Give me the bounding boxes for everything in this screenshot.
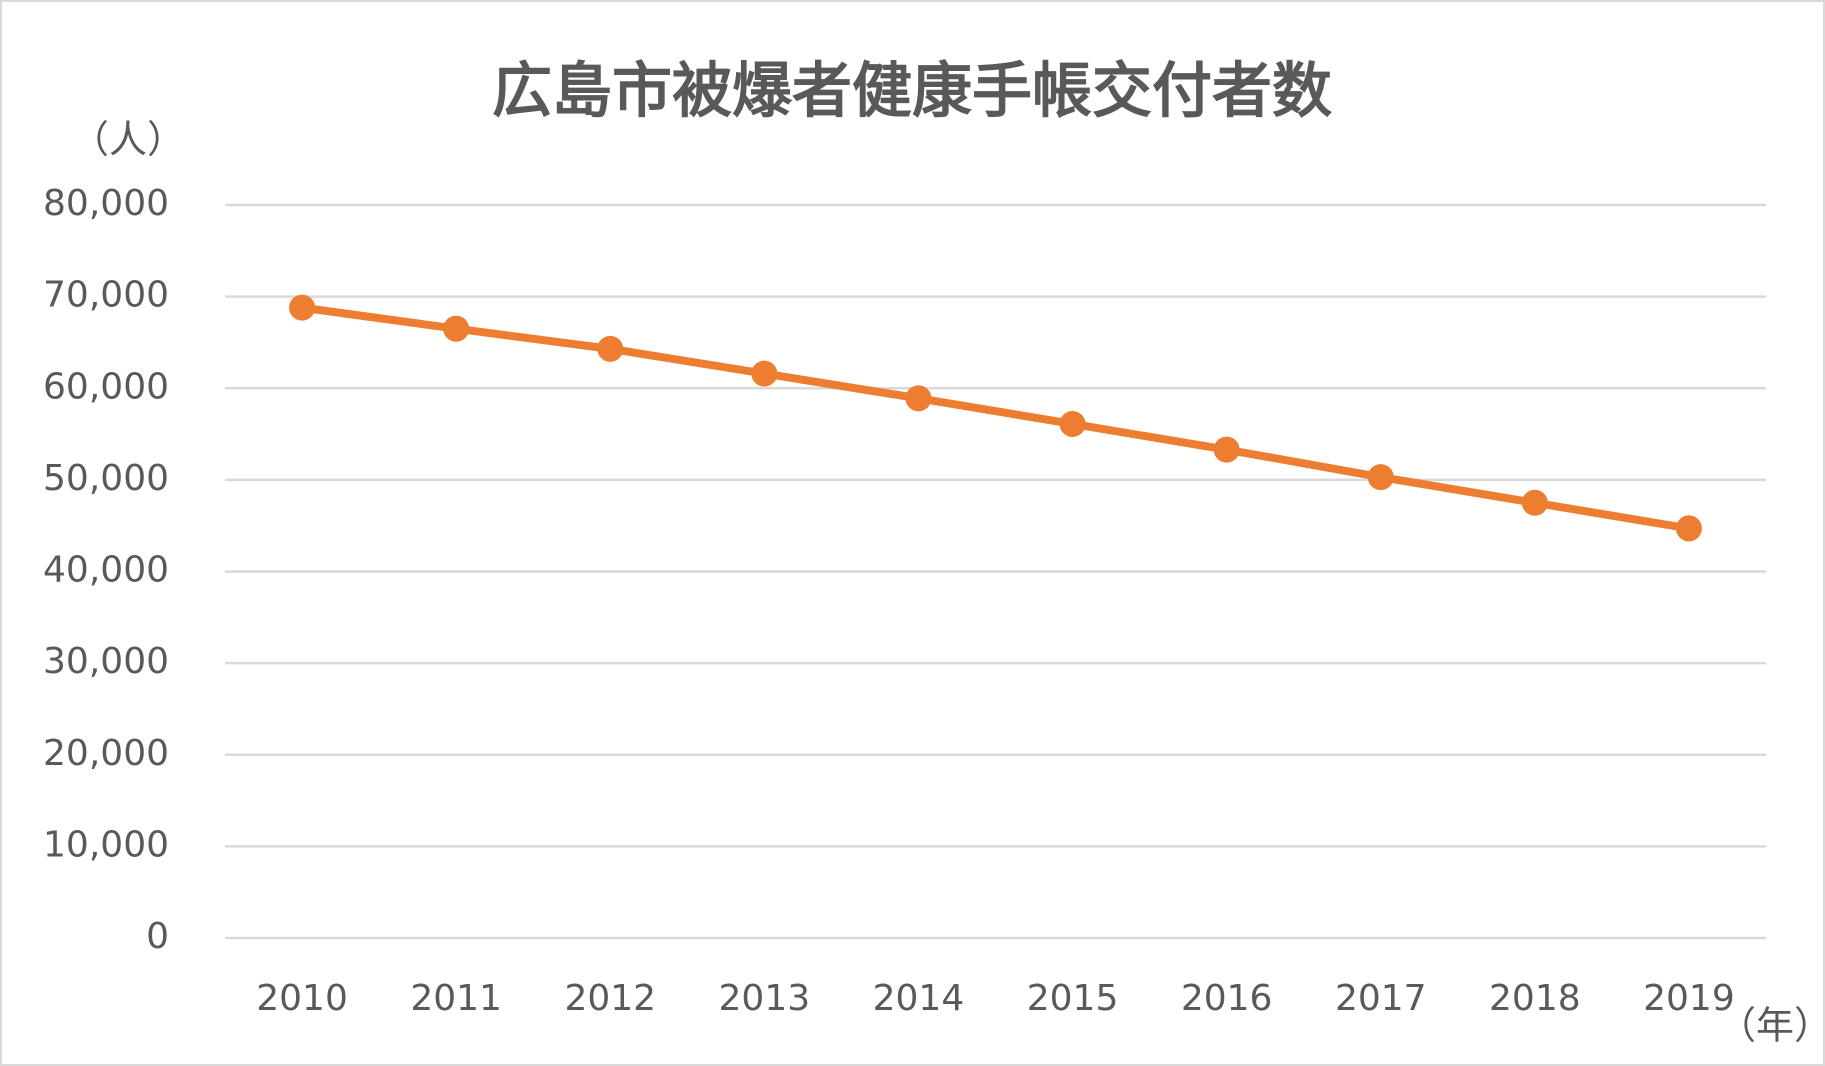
point xyxy=(1213,436,1240,463)
x-tick-label: 2011 xyxy=(410,978,502,1019)
y-tick-label: 40,000 xyxy=(43,550,169,591)
y-tick-label: 50,000 xyxy=(43,458,169,499)
point xyxy=(597,335,624,362)
y-tick-label: 20,000 xyxy=(43,733,169,774)
y-tick-label: 10,000 xyxy=(43,824,169,865)
y-tick-label: 30,000 xyxy=(43,641,169,682)
y-tick-label: 80,000 xyxy=(43,183,169,224)
x-axis-label: （年） xyxy=(1718,1004,1825,1048)
x-tick-label: 2014 xyxy=(873,978,965,1019)
y-tick-label: 0 xyxy=(146,916,169,957)
point xyxy=(443,315,470,342)
x-tick-label: 2018 xyxy=(1489,978,1581,1019)
point xyxy=(1059,410,1086,437)
x-tick-label: 2013 xyxy=(719,978,811,1019)
series-line xyxy=(301,303,1690,533)
y-tick-label: 60,000 xyxy=(43,366,169,407)
point xyxy=(1521,489,1548,516)
x-tick-label: 2017 xyxy=(1335,978,1427,1019)
point xyxy=(751,360,778,387)
x-tick-label: 2015 xyxy=(1027,978,1119,1019)
point xyxy=(289,294,316,321)
point xyxy=(1367,464,1394,491)
point xyxy=(1675,515,1702,542)
x-tick-label: 2019 xyxy=(1643,978,1735,1019)
x-tick-label: 2012 xyxy=(564,978,656,1019)
y-tick-label: 70,000 xyxy=(43,275,169,316)
y-axis-label: （人） xyxy=(71,118,185,162)
point xyxy=(905,385,932,412)
x-tick-label: 2016 xyxy=(1181,978,1273,1019)
chart-title: 広島市被爆者健康手帳交付者数 xyxy=(492,57,1332,127)
x-tick-label: 2010 xyxy=(256,978,348,1019)
